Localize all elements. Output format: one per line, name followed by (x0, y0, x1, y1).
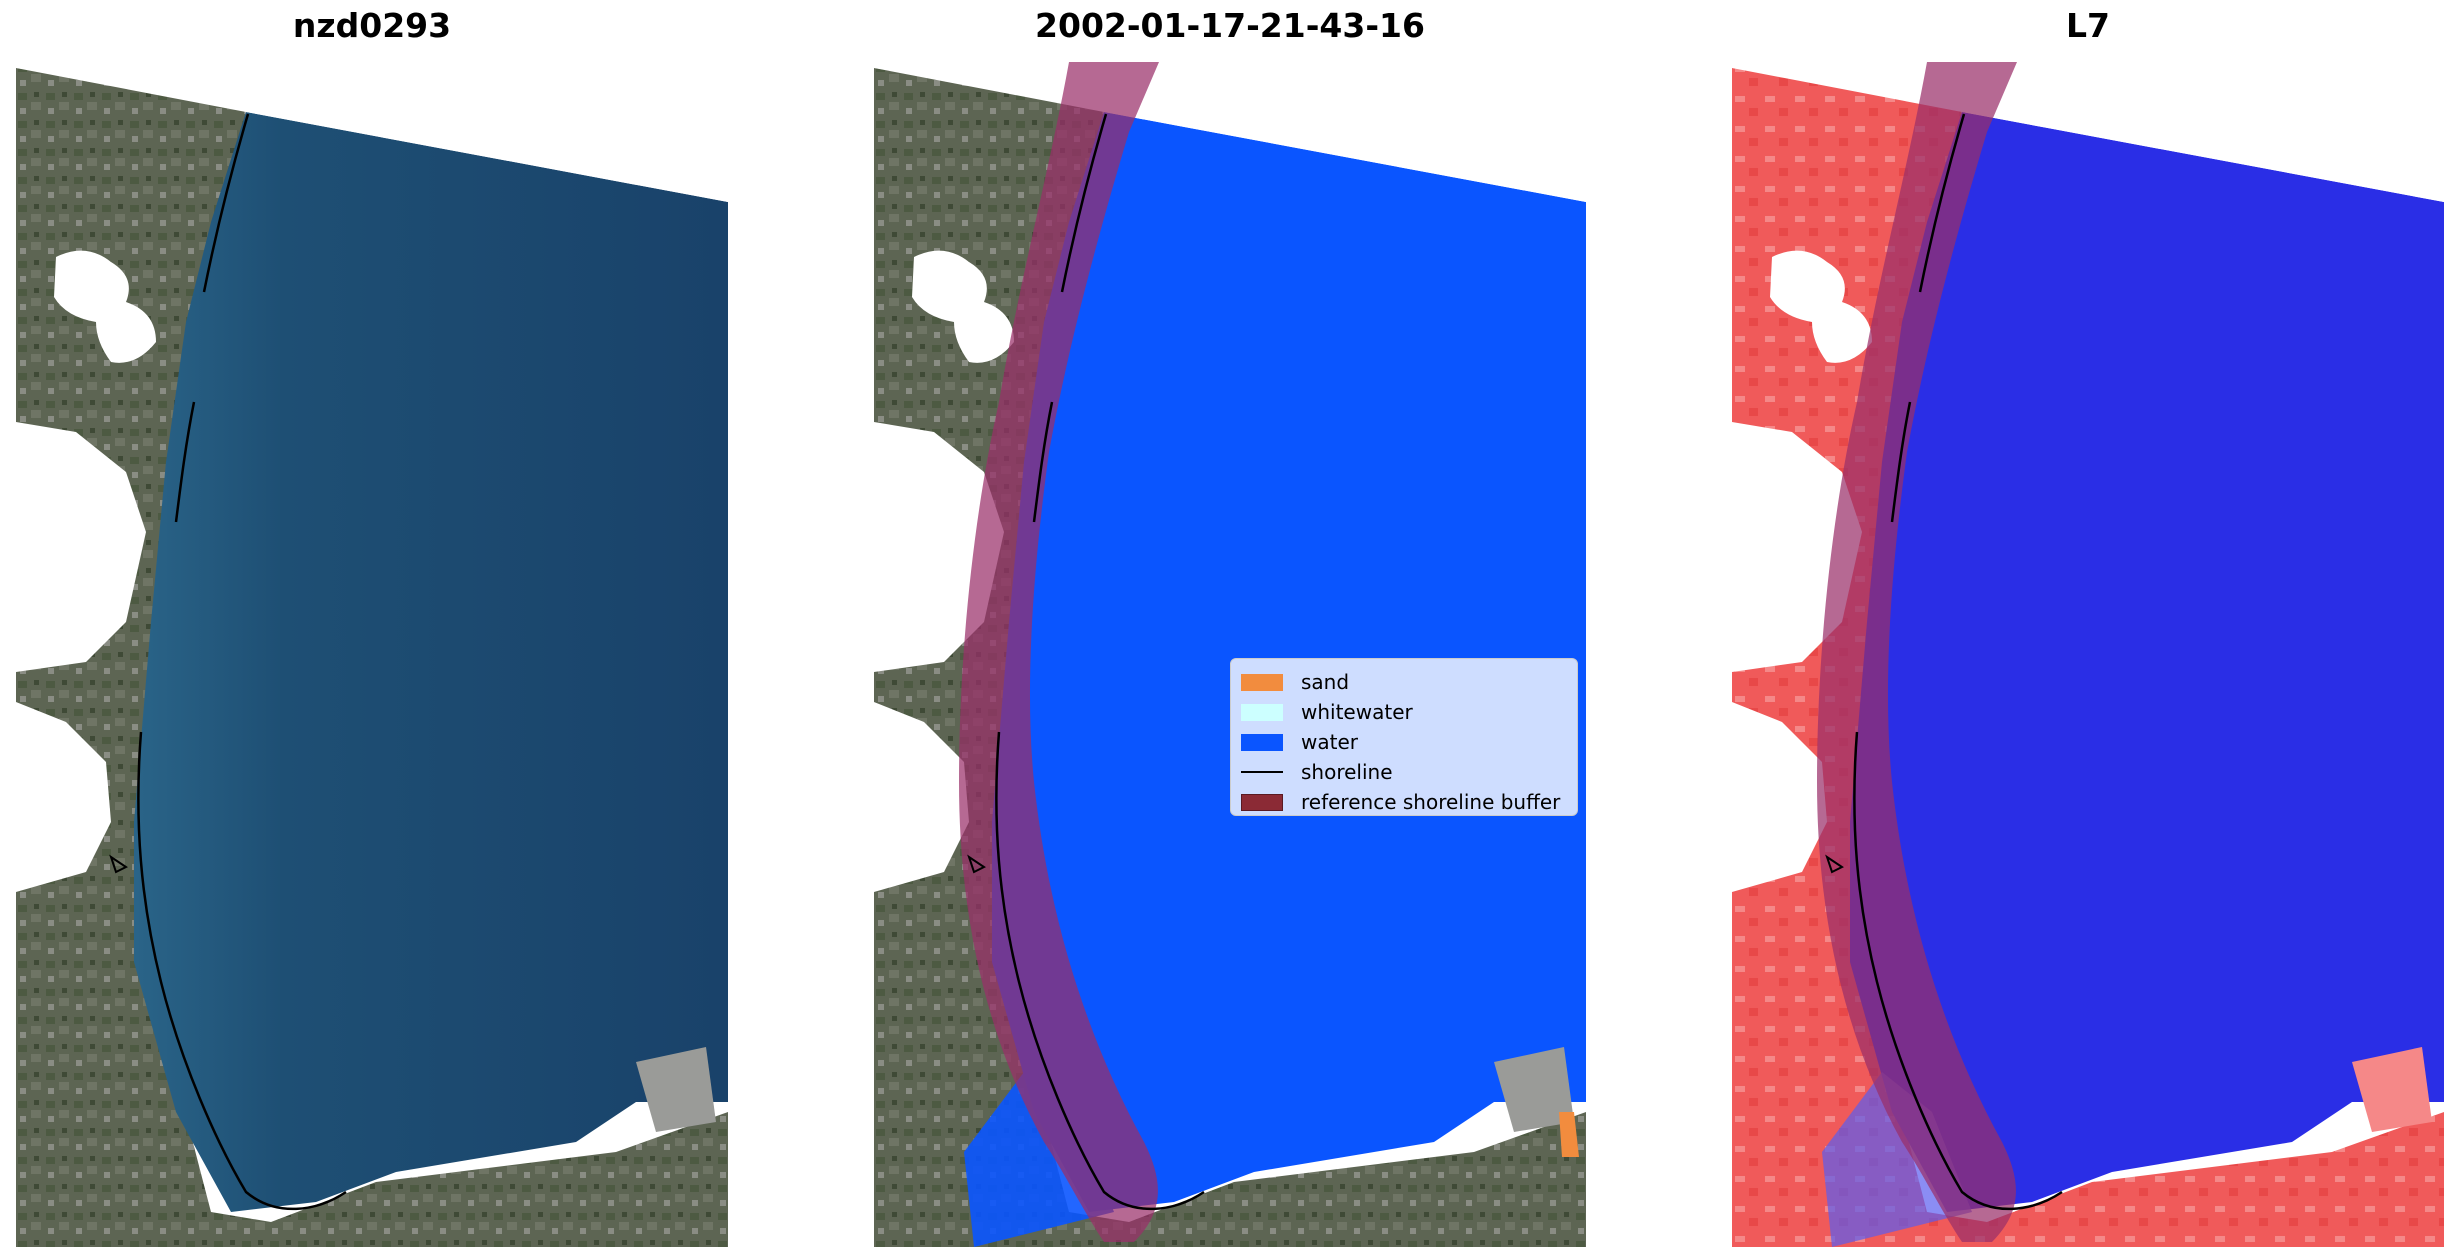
legend-item-buffer: reference shoreline buffer (1241, 787, 1567, 817)
classified-image (874, 62, 1586, 1247)
panel-title-rgb: nzd0293 (292, 6, 452, 45)
water-swatch (1241, 733, 1283, 751)
legend-label-sand: sand (1301, 670, 1350, 694)
legend-label-whitewater: whitewater (1301, 700, 1413, 724)
legend-item-water: water (1241, 727, 1567, 757)
rgb-satellite-image (16, 62, 728, 1247)
buffer-swatch (1241, 793, 1283, 811)
panel-title-index: L7 (2066, 6, 2110, 45)
sand-swatch (1241, 673, 1283, 691)
shoreline-line-icon (1241, 771, 1283, 773)
legend: sand whitewater water shoreline referenc… (1230, 658, 1578, 816)
whitewater-swatch (1241, 703, 1283, 721)
panel-title-classified: 2002-01-17-21-43-16 (1035, 6, 1425, 45)
legend-label-water: water (1301, 730, 1358, 754)
water-index-image (1732, 62, 2444, 1247)
legend-item-whitewater: whitewater (1241, 697, 1567, 727)
legend-label-shoreline: shoreline (1301, 760, 1393, 784)
legend-label-buffer: reference shoreline buffer (1301, 790, 1561, 814)
legend-item-shoreline: shoreline (1241, 757, 1567, 787)
legend-item-sand: sand (1241, 667, 1567, 697)
